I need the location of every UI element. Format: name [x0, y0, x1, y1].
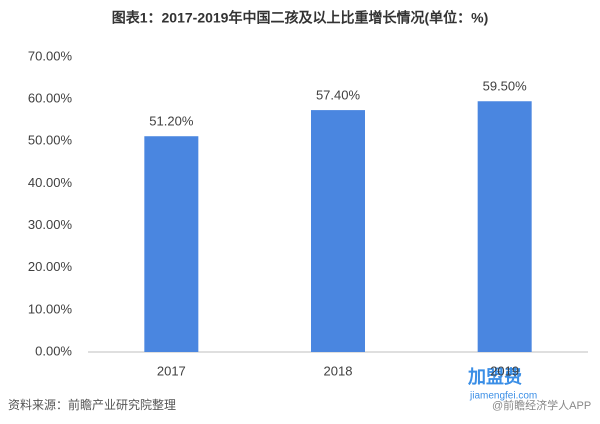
source-note: 资料来源：前瞻产业研究院整理	[8, 397, 176, 412]
y-tick-label: 20.00%	[28, 259, 73, 274]
y-tick-label: 0.00%	[35, 343, 72, 358]
x-tick-label: 2019	[490, 363, 519, 378]
bar	[477, 101, 532, 352]
watermark-logo: 加盟费	[467, 367, 522, 387]
x-tick-label: 2018	[324, 363, 353, 378]
y-tick-label: 30.00%	[28, 217, 73, 232]
x-tick-label: 2017	[157, 363, 186, 378]
y-tick-label: 10.00%	[28, 301, 73, 316]
watermark-site: jiamengfei.com	[469, 391, 537, 402]
value-label: 51.20%	[149, 114, 194, 129]
y-tick-label: 50.00%	[28, 133, 73, 148]
watermark-app: @前瞻经济学人APP	[492, 398, 591, 412]
y-tick-label: 70.00%	[28, 48, 73, 63]
y-tick-label: 40.00%	[28, 175, 73, 190]
bar	[311, 110, 365, 352]
bar	[144, 136, 199, 352]
value-label: 57.40%	[316, 88, 361, 103]
chart-title: 图表1：2017-2019年中国二孩及以上比重增长情况(单位：%)	[112, 10, 489, 26]
value-label: 59.50%	[483, 79, 528, 94]
y-tick-label: 60.00%	[28, 91, 73, 106]
